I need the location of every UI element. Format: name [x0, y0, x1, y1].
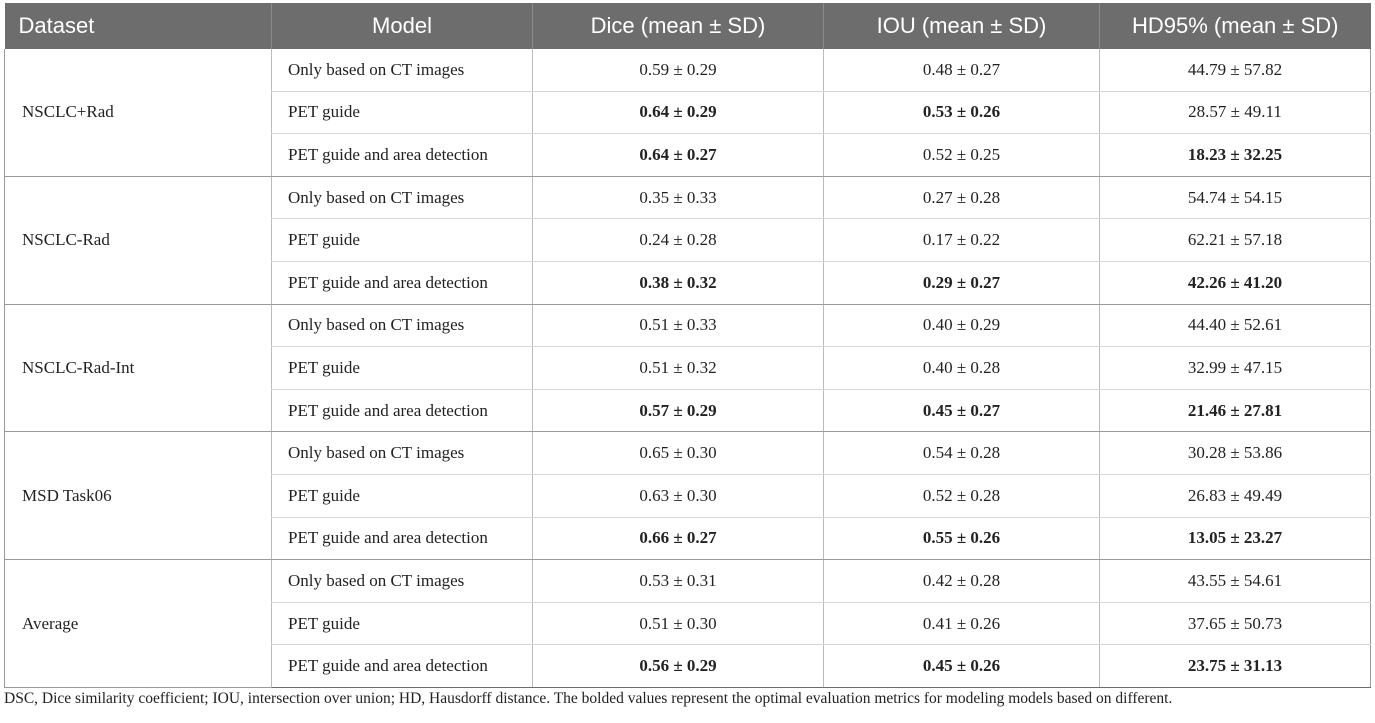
- dice-cell: 0.65 ± 0.30: [532, 431, 824, 475]
- iou-cell: 0.45 ± 0.26: [823, 644, 1100, 688]
- model-cell: Only based on CT images: [271, 304, 533, 348]
- hd95-cell: 44.79 ± 57.82: [1099, 49, 1371, 92]
- table-row: PET guide 0.63 ± 0.30 0.52 ± 0.28 26.83 ± 4…: [5, 474, 1371, 518]
- model-cell: PET guide: [271, 91, 533, 135]
- model-cell: PET guide and area detection: [271, 133, 533, 177]
- iou-cell: 0.41 ± 0.26: [823, 602, 1100, 646]
- hd95-cell: 37.65 ± 50.73: [1099, 602, 1371, 646]
- table-row: PET guide 0.64 ± 0.29 0.53 ± 0.26 28.57 ± 4…: [5, 91, 1371, 135]
- dataset-cell: MSD Task06: [4, 431, 272, 561]
- hd95-cell: 28.57 ± 49.11: [1099, 91, 1371, 135]
- hd95-cell: 42.26 ± 41.20: [1099, 261, 1371, 305]
- model-cell: PET guide and area detection: [271, 389, 533, 433]
- hd95-cell: 32.99 ± 47.15: [1099, 346, 1371, 390]
- iou-cell: 0.52 ± 0.25: [823, 133, 1100, 177]
- iou-cell: 0.42 ± 0.28: [823, 559, 1100, 603]
- iou-cell: 0.48 ± 0.27: [823, 49, 1100, 92]
- iou-cell: 0.40 ± 0.29: [823, 304, 1100, 348]
- hd95-cell: 30.28 ± 53.86: [1099, 431, 1371, 475]
- model-cell: Only based on CT images: [271, 176, 533, 220]
- table-row: PET guide 0.51 ± 0.32 0.40 ± 0.28 32.99 ± 4…: [5, 346, 1371, 390]
- model-cell: Only based on CT images: [271, 49, 533, 92]
- header-dataset: Dataset: [4, 3, 272, 49]
- table-row: MSD Task06 Only based on CT images 0.65 ± …: [4, 431, 1371, 561]
- table-row: Average Only based on CT images 0.53 ± 0.3…: [4, 559, 1371, 688]
- table-row: NSCLC-Rad Only based on CT images 0.35 ± 0…: [4, 176, 1371, 305]
- hd95-cell: 13.05 ± 23.27: [1099, 517, 1371, 561]
- dice-cell: 0.59 ± 0.29: [532, 49, 824, 92]
- results-table-container: Dataset Model Dice (mean ± SD) IOU (mean…: [4, 3, 1371, 688]
- dice-cell: 0.56 ± 0.29: [532, 644, 824, 688]
- iou-cell: 0.45 ± 0.27: [823, 389, 1100, 433]
- header-iou: IOU (mean ± SD): [823, 3, 1100, 49]
- model-cell: PET guide: [271, 602, 533, 646]
- table-row: PET guide and area detection 0.38 ± 0.32 0…: [5, 261, 1371, 305]
- hd95-cell: 23.75 ± 31.13: [1099, 644, 1371, 688]
- iou-cell: 0.53 ± 0.26: [823, 91, 1100, 135]
- hd95-cell: 54.74 ± 54.15: [1099, 176, 1371, 220]
- dataset-cell: NSCLC+Rad: [4, 49, 272, 177]
- dice-cell: 0.38 ± 0.32: [532, 261, 824, 305]
- table-row: PET guide and area detection 0.57 ± 0.29 0…: [5, 389, 1371, 433]
- table-row: NSCLC-Rad-Int Only based on CT images 0.51…: [4, 304, 1371, 433]
- iou-cell: 0.55 ± 0.26: [823, 517, 1100, 561]
- header-hd95: HD95% (mean ± SD): [1099, 3, 1371, 49]
- hd95-cell: 18.23 ± 32.25: [1099, 133, 1371, 177]
- hd95-cell: 44.40 ± 52.61: [1099, 304, 1371, 348]
- iou-cell: 0.54 ± 0.28: [823, 431, 1100, 475]
- model-cell: PET guide and area detection: [271, 644, 533, 688]
- table-row: PET guide and area detection 0.64 ± 0.27 0…: [5, 133, 1371, 177]
- model-cell: PET guide: [271, 218, 533, 262]
- iou-cell: 0.17 ± 0.22: [823, 218, 1100, 262]
- dataset-cell: NSCLC-Rad-Int: [4, 304, 272, 433]
- iou-cell: 0.27 ± 0.28: [823, 176, 1100, 220]
- model-cell: Only based on CT images: [271, 431, 533, 475]
- dice-cell: 0.64 ± 0.29: [532, 91, 824, 135]
- hd95-cell: 62.21 ± 57.18: [1099, 218, 1371, 262]
- dice-cell: 0.51 ± 0.33: [532, 304, 824, 348]
- hd95-cell: 21.46 ± 27.81: [1099, 389, 1371, 433]
- model-cell: Only based on CT images: [271, 559, 533, 603]
- table-row: PET guide and area detection 0.56 ± 0.29 0…: [5, 644, 1371, 688]
- table-row: NSCLC+Rad Only based on CT images 0.59 ± 0…: [4, 49, 1371, 177]
- dataset-cell: NSCLC-Rad: [4, 176, 272, 305]
- model-cell: PET guide and area detection: [271, 261, 533, 305]
- table-body: NSCLC+Rad Only based on CT images 0.59 ± 0…: [4, 49, 1371, 688]
- results-table: Dataset Model Dice (mean ± SD) IOU (mean…: [4, 3, 1371, 688]
- dice-cell: 0.63 ± 0.30: [532, 474, 824, 518]
- model-cell: PET guide and area detection: [271, 517, 533, 561]
- header-model: Model: [271, 3, 533, 49]
- dice-cell: 0.57 ± 0.29: [532, 389, 824, 433]
- table-row: PET guide 0.51 ± 0.30 0.41 ± 0.26 37.65 ± 5…: [5, 602, 1371, 646]
- iou-cell: 0.40 ± 0.28: [823, 346, 1100, 390]
- hd95-cell: 43.55 ± 54.61: [1099, 559, 1371, 603]
- model-cell: PET guide: [271, 474, 533, 518]
- table-row: PET guide and area detection 0.66 ± 0.27 0…: [5, 517, 1371, 561]
- table-row: PET guide 0.24 ± 0.28 0.17 ± 0.22 62.21 ± 5…: [5, 218, 1371, 262]
- dice-cell: 0.51 ± 0.32: [532, 346, 824, 390]
- table-header: Dataset Model Dice (mean ± SD) IOU (mean…: [4, 3, 1371, 49]
- dice-cell: 0.66 ± 0.27: [532, 517, 824, 561]
- iou-cell: 0.52 ± 0.28: [823, 474, 1100, 518]
- dice-cell: 0.64 ± 0.27: [532, 133, 824, 177]
- dataset-cell: Average: [4, 559, 272, 688]
- model-cell: PET guide: [271, 346, 533, 390]
- iou-cell: 0.29 ± 0.27: [823, 261, 1100, 305]
- dice-cell: 0.35 ± 0.33: [532, 176, 824, 220]
- dice-cell: 0.51 ± 0.30: [532, 602, 824, 646]
- header-dice: Dice (mean ± SD): [532, 3, 824, 49]
- hd95-cell: 26.83 ± 49.49: [1099, 474, 1371, 518]
- header-row: Dataset Model Dice (mean ± SD) IOU (mean…: [4, 3, 1371, 49]
- dice-cell: 0.24 ± 0.28: [532, 218, 824, 262]
- dice-cell: 0.53 ± 0.31: [532, 559, 824, 603]
- table-footnote: DSC, Dice similarity coefficient; IOU, i…: [4, 690, 1173, 707]
